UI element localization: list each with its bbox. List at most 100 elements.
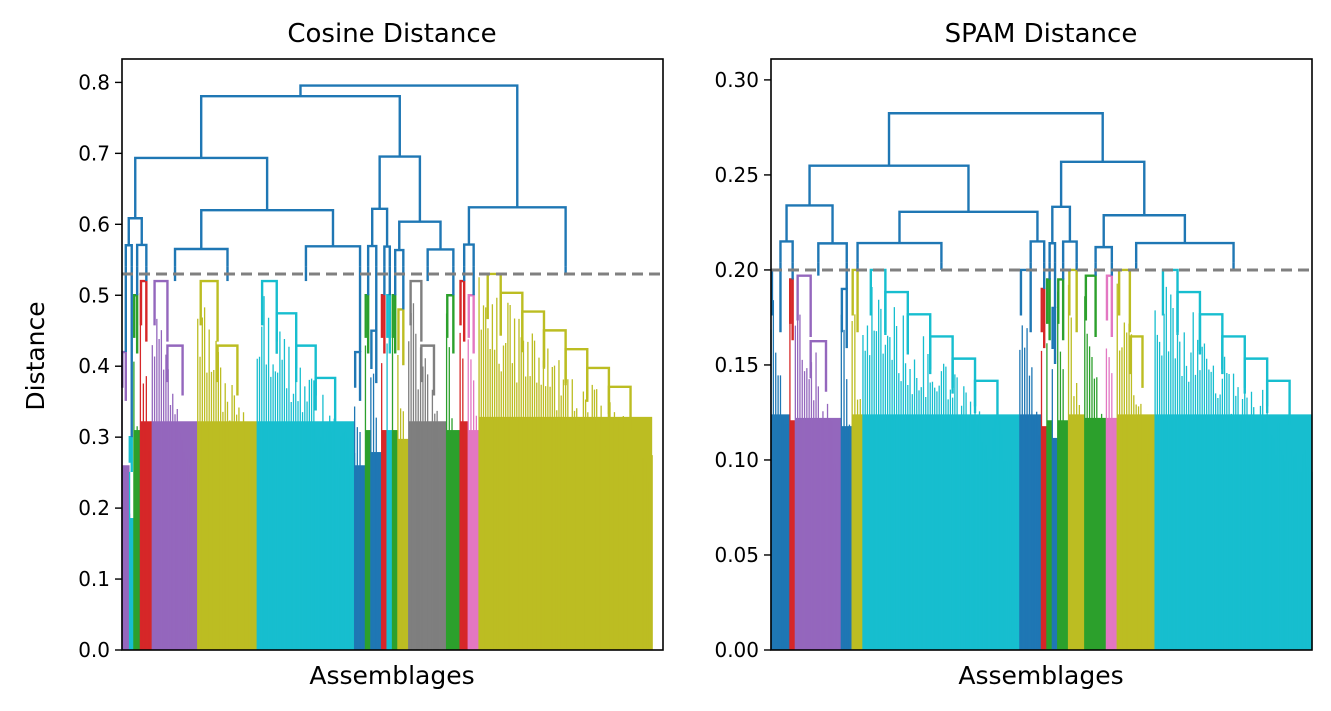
merge-bracket: [364, 294, 370, 354]
merge-bracket: [586, 366, 611, 415]
merge-bracket: [1051, 205, 1072, 244]
y-tick-label: 0.6: [78, 212, 110, 236]
x-axis-label: Assemblages: [958, 661, 1123, 690]
merge-bracket: [391, 294, 397, 354]
merge-bracket: [446, 294, 455, 354]
cluster-span: [1116, 262, 1156, 650]
merge-bracket: [486, 272, 502, 336]
cluster-span: [397, 266, 410, 650]
merge-bracket: [304, 245, 362, 267]
merge-bracket: [607, 385, 632, 430]
merge-bracket: [139, 279, 148, 342]
merge-bracket: [135, 243, 148, 267]
y-tick-label: 0.20: [714, 258, 759, 282]
y-tick-label: 0.05: [714, 543, 759, 567]
merge-bracket: [383, 245, 391, 267]
merge-bracket: [153, 279, 169, 342]
cluster-span: [851, 262, 864, 650]
merge-bracket: [299, 84, 519, 208]
merge-bracket: [1040, 287, 1046, 349]
merge-bracket: [371, 207, 389, 247]
cluster-span: [1051, 262, 1059, 650]
merge-bracket: [785, 204, 834, 244]
merge-bracket: [386, 294, 391, 354]
merge-bracket: [906, 313, 932, 370]
cluster-span: [391, 266, 399, 650]
cluster-span: [445, 266, 461, 650]
merge-bracket: [1117, 268, 1132, 333]
y-tick-label: 0.4: [78, 354, 110, 378]
cluster-span: [197, 266, 258, 650]
cluster-leaf-block: [1041, 426, 1047, 650]
merge-bracket: [459, 279, 466, 342]
dendrogram-plot-area: [770, 112, 1313, 650]
cluster-leaf-block: [1046, 420, 1053, 650]
merge-bracket: [378, 155, 422, 222]
cluster-span: [364, 266, 372, 650]
cluster-span: [121, 266, 131, 650]
cluster-span: [1057, 262, 1070, 650]
merge-bracket: [779, 240, 794, 263]
merge-bracket: [1134, 241, 1235, 263]
merge-bracket: [1094, 245, 1114, 263]
merge-bracket: [467, 206, 567, 267]
merge-bracket: [1061, 240, 1078, 263]
merge-bracket: [124, 244, 133, 267]
merge-bracket: [1128, 335, 1144, 388]
merge-bracket: [851, 268, 859, 333]
merge-bracket: [840, 287, 848, 349]
cosine-distance-panel: Cosine Distance 0.0 0.1 0.2 0.3 0.4 0.5 0.6 0.7…: [21, 19, 664, 690]
cluster-leaf-block: [1084, 417, 1107, 650]
cluster-span: [1019, 262, 1043, 650]
merge-bracket: [817, 242, 848, 263]
cluster-span: [133, 266, 142, 650]
merge-bracket: [856, 241, 943, 263]
cluster-leaf-block: [129, 518, 134, 650]
merge-bracket: [128, 435, 133, 473]
merge-bracket: [1105, 274, 1114, 338]
y-tick-label: 0.15: [714, 353, 759, 377]
merge-bracket: [166, 344, 184, 396]
merge-bracket: [260, 279, 278, 342]
merge-bracket: [199, 279, 219, 342]
merge-bracket: [887, 112, 1104, 166]
merge-bracket: [199, 95, 401, 158]
merge-bracket: [1176, 290, 1202, 351]
y-tick-label: 0.2: [78, 496, 110, 520]
cluster-span: [862, 262, 1021, 650]
cluster-span: [467, 266, 480, 650]
cluster-leaf-block: [460, 421, 469, 650]
cluster-leaf-block: [446, 430, 461, 650]
spam-distance-panel: SPAM Distance 0.000.050.100.150.200.250.…: [714, 19, 1313, 690]
cluster-leaf-block: [392, 430, 398, 650]
merge-bracket: [133, 294, 139, 354]
merge-bracket: [1059, 160, 1146, 216]
merge-bracket: [366, 244, 378, 267]
merge-bracket: [1243, 357, 1269, 407]
cluster-span: [794, 262, 842, 650]
merge-bracket: [314, 376, 337, 423]
merge-bracket: [1045, 278, 1051, 341]
y-tick-label: 0.5: [78, 283, 110, 307]
cluster-span: [256, 266, 356, 650]
cluster-span: [370, 266, 383, 650]
y-tick-label: 0.7: [78, 141, 110, 165]
axes-frame: [770, 58, 1313, 651]
merge-bracket: [467, 294, 475, 354]
cluster-span: [1084, 262, 1108, 650]
merge-bracket: [1265, 379, 1291, 425]
merge-bracket: [394, 248, 405, 267]
upper-tree: [124, 84, 567, 267]
merge-bracket: [1068, 268, 1078, 333]
axes-frame: [121, 58, 664, 651]
y-tick-label: 0.25: [714, 163, 759, 187]
merge-bracket: [295, 344, 317, 396]
y-axis-label: Distance: [21, 301, 50, 410]
merge-bracket: [409, 279, 423, 342]
y-tick-label: 0.3: [78, 425, 110, 449]
merge-bracket: [216, 344, 239, 396]
cluster-leaf-block: [1052, 437, 1058, 650]
cluster-span: [139, 266, 153, 650]
merge-bracket: [353, 350, 362, 401]
